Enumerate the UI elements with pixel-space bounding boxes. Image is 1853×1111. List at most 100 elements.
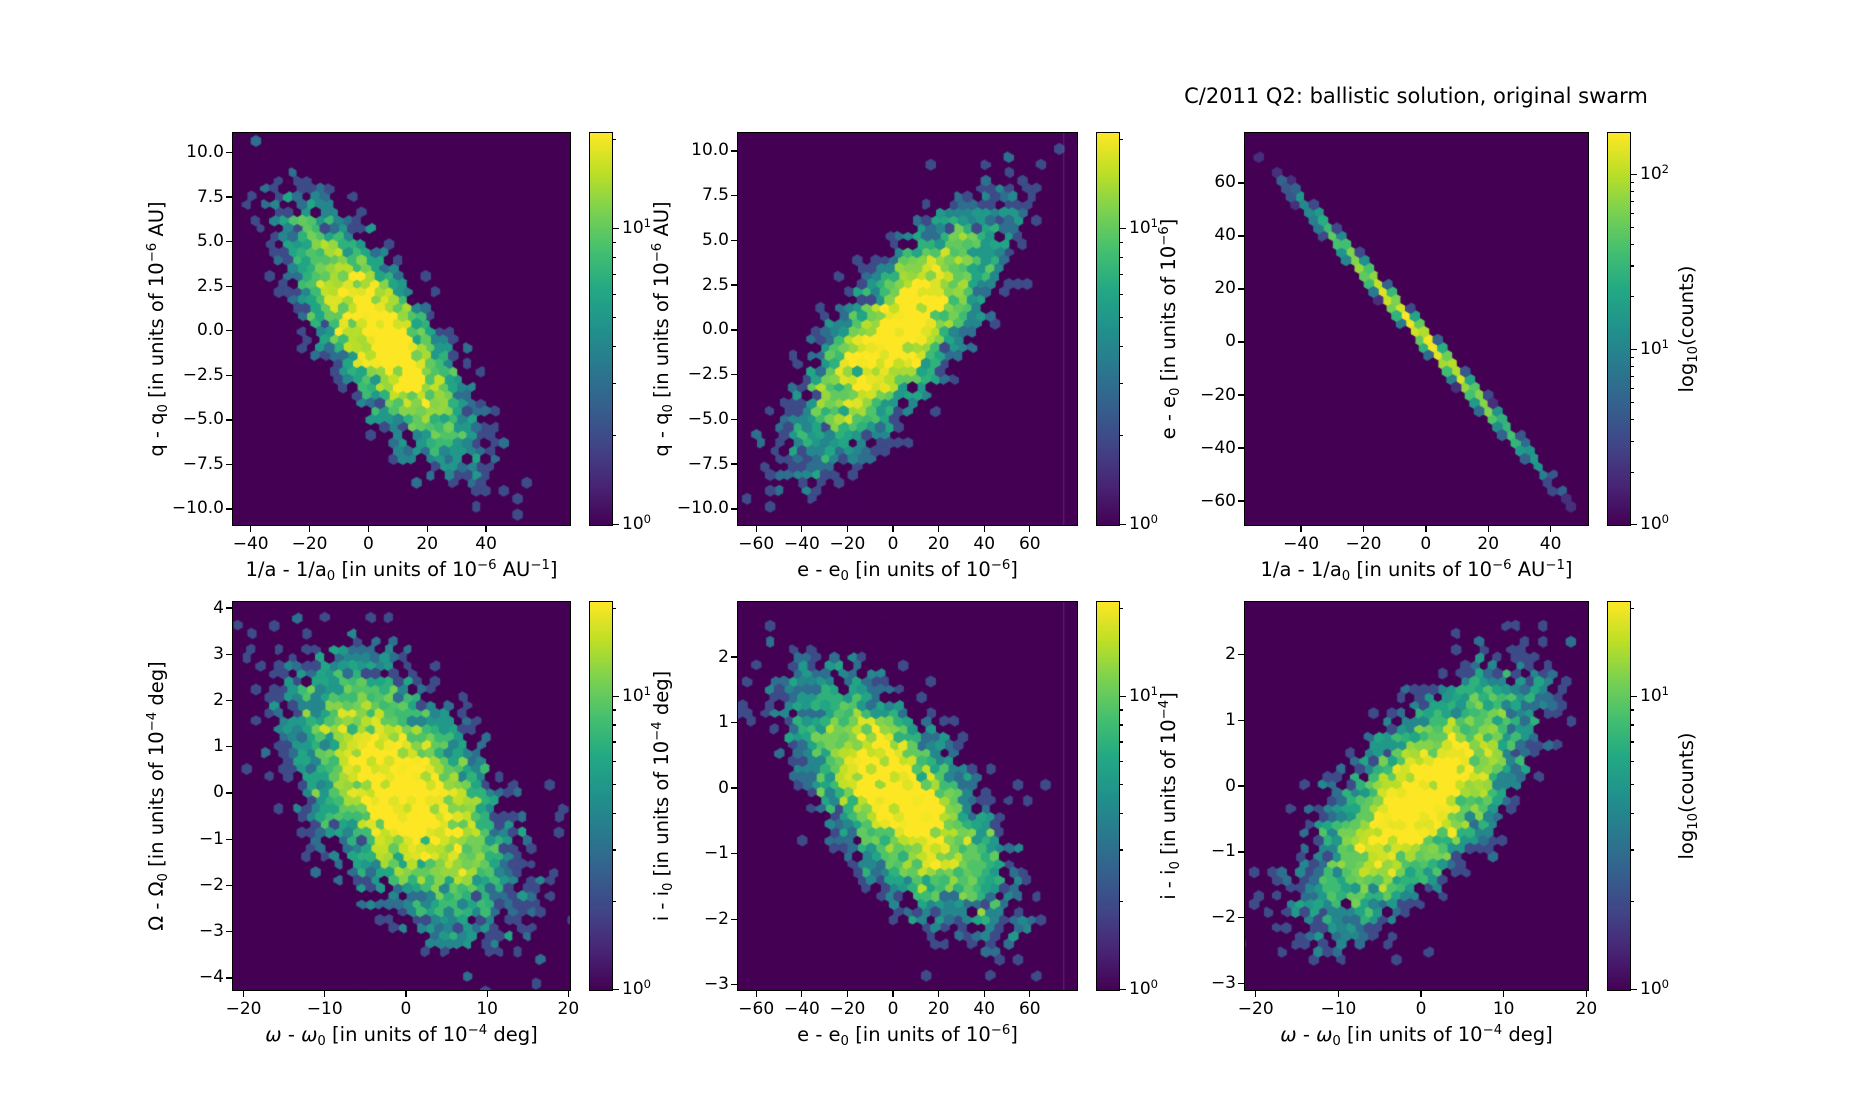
colorbar-tick-label: 101 — [1129, 216, 1158, 239]
y-tick — [226, 884, 232, 887]
x-tick — [892, 991, 894, 997]
x-tick — [567, 991, 570, 997]
y-tick — [731, 984, 737, 986]
y-tick — [1238, 785, 1244, 787]
colorbar-major-tick — [1630, 988, 1637, 990]
x-tick — [242, 991, 245, 997]
colorbar-minor-tick — [1119, 317, 1123, 319]
colorbar-minor-tick — [1630, 212, 1634, 214]
y-tick-label: −3 — [703, 974, 729, 995]
x-tick — [308, 526, 311, 532]
x-tick — [426, 526, 428, 532]
x-axis-label: 1/a - 1/a0 [in units of 10−6 AU−1] — [1260, 558, 1573, 584]
y-tick — [226, 653, 232, 655]
y-tick-label: 5.0 — [196, 231, 224, 252]
y-tick — [731, 721, 737, 724]
hexbin-canvas-i-vs-omega — [1245, 602, 1588, 990]
y-tick-label: 0.0 — [701, 319, 729, 340]
y-tick-label: 10.0 — [691, 140, 729, 161]
colorbar-minor-tick — [612, 761, 616, 763]
x-tick-label: 0 — [1415, 999, 1427, 1019]
y-tick-label: 5.0 — [701, 229, 729, 250]
y-tick — [226, 151, 232, 154]
colorbar-major-tick — [1630, 523, 1637, 525]
y-tick — [1238, 447, 1244, 449]
colorbar-gradient — [1608, 133, 1630, 525]
x-tick-label: −10 — [306, 999, 343, 1019]
y-tick — [226, 931, 232, 933]
y-tick-label: −10.0 — [171, 498, 224, 519]
x-tick-label: −10 — [1320, 999, 1357, 1019]
y-tick — [731, 329, 737, 331]
colorbar-minor-tick — [1630, 812, 1634, 814]
x-tick-label: 40 — [973, 534, 996, 554]
colorbar-minor-tick — [1119, 345, 1123, 348]
x-axis-label: ω - ω0 [in units of 10−4 deg] — [1280, 1023, 1553, 1049]
x-tick-label: −40 — [1283, 534, 1320, 554]
y-tick-label: 2.5 — [701, 274, 729, 295]
colorbar-minor-tick — [1630, 388, 1634, 390]
y-tick — [1238, 851, 1244, 853]
x-tick — [1255, 991, 1257, 997]
x-tick-label: 20 — [1477, 534, 1500, 554]
x-tick — [755, 526, 757, 532]
y-tick-label: 2 — [1225, 644, 1236, 665]
hexbin-canvas-e-vs-inv-a — [1245, 133, 1588, 525]
colorbar-minor-tick — [1119, 709, 1123, 711]
colorbar-minor-tick — [1630, 709, 1634, 711]
y-tick — [1238, 917, 1244, 919]
y-tick-label: 2.5 — [196, 275, 224, 296]
colorbar-minor-tick — [1630, 784, 1634, 786]
hexbin-canvas-q-vs-inv-a — [233, 133, 570, 525]
y-tick-label: 0 — [718, 777, 729, 798]
y-tick — [1238, 235, 1244, 237]
colorbar-gradient — [1097, 133, 1119, 525]
colorbar-q-vs-e — [1096, 132, 1120, 526]
colorbar-tick-label: 102 — [1640, 162, 1669, 184]
colorbar-minor-tick — [1119, 256, 1123, 258]
y-tick-label: 0 — [213, 782, 224, 803]
x-tick-label: −20 — [829, 999, 866, 1019]
colorbar-minor-tick — [612, 293, 616, 295]
y-tick — [226, 746, 232, 748]
y-tick — [226, 463, 232, 466]
colorbar-minor-tick — [1630, 607, 1634, 609]
x-tick-label: 20 — [1575, 999, 1598, 1019]
x-tick — [846, 526, 849, 532]
x-tick-label: 40 — [973, 999, 996, 1019]
y-tick — [731, 150, 737, 152]
x-tick-label: 20 — [416, 534, 439, 554]
y-tick — [1238, 341, 1244, 343]
y-tick — [226, 838, 232, 840]
x-tick — [405, 991, 407, 997]
colorbar-tick-label: 101 — [1640, 337, 1669, 360]
x-tick — [486, 991, 488, 997]
y-tick-label: 20 — [1214, 278, 1236, 299]
x-axis-label: 1/a - 1/a0 [in units of 10−6 AU−1] — [245, 558, 558, 584]
colorbar-minor-tick — [1630, 265, 1634, 267]
colorbar-major-tick — [612, 523, 619, 525]
colorbar-minor-tick — [1119, 761, 1123, 763]
colorbar-minor-tick — [612, 138, 616, 140]
colorbar-tick-label: 100 — [622, 512, 651, 534]
hexbin-canvas-i-vs-e — [738, 602, 1077, 990]
colorbar-minor-tick — [612, 607, 616, 609]
x-axis-label: e - e0 [in units of 10−6] — [797, 558, 1018, 584]
y-tick-label: 10.0 — [186, 142, 224, 163]
y-tick-label: −60 — [1200, 490, 1236, 511]
x-tick — [1337, 991, 1340, 997]
y-tick — [226, 196, 232, 198]
colorbar-label: log10(counts) — [1674, 732, 1701, 860]
colorbar-minor-tick — [1630, 761, 1634, 763]
y-axis-label: i - i0 [in units of 10−4] — [1156, 692, 1183, 900]
colorbar-i-vs-e — [1096, 601, 1120, 991]
colorbar-gradient — [1097, 602, 1119, 990]
x-tick-label: 20 — [557, 999, 580, 1019]
x-axis-label: e - e0 [in units of 10−6] — [797, 1023, 1018, 1049]
y-tick-label: −4 — [198, 967, 224, 988]
colorbar-minor-tick — [1119, 784, 1123, 786]
y-tick-label: −1 — [703, 843, 729, 864]
colorbar-minor-tick — [1119, 241, 1123, 243]
